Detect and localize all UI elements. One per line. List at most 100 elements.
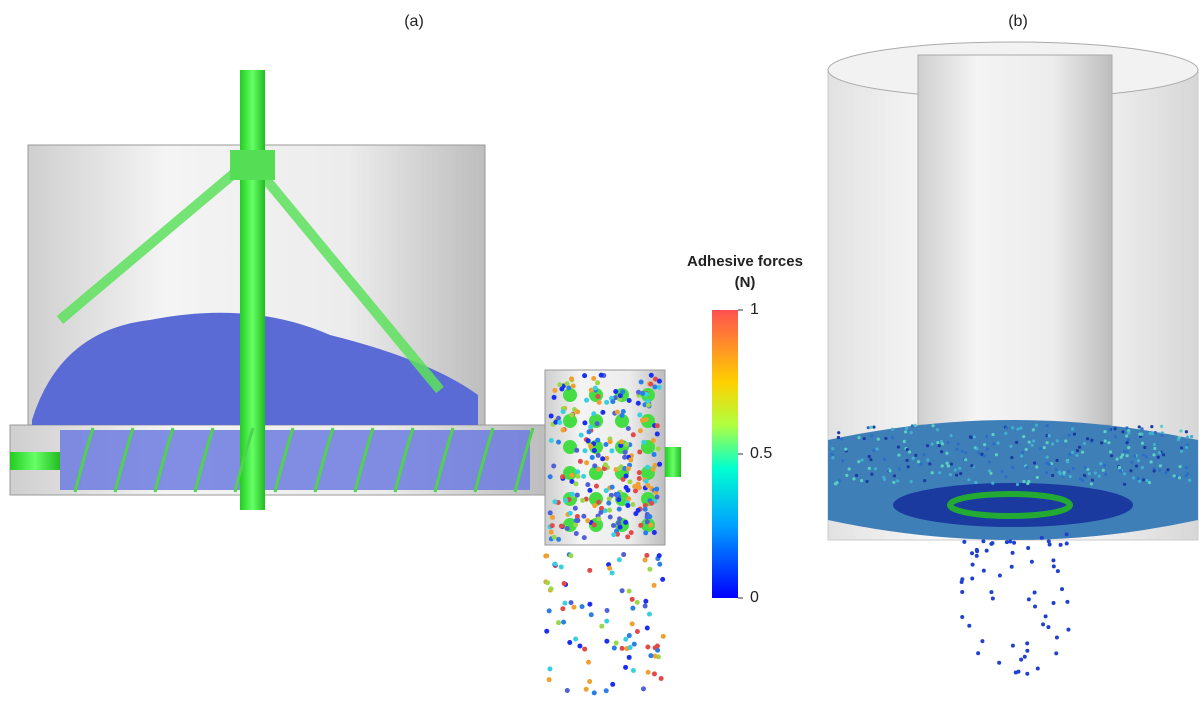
particle xyxy=(1059,472,1062,475)
particle xyxy=(549,413,554,418)
particle xyxy=(643,507,648,512)
particle xyxy=(1067,434,1070,437)
particle xyxy=(581,514,586,519)
particle xyxy=(630,502,635,507)
particle xyxy=(1137,477,1140,480)
particle xyxy=(1010,565,1014,569)
particle xyxy=(593,386,598,391)
particle xyxy=(1076,449,1079,452)
particle xyxy=(1140,427,1143,430)
particle xyxy=(627,479,632,484)
particle xyxy=(1107,441,1110,444)
particle xyxy=(657,462,662,467)
panel-label: (b) xyxy=(1008,13,1028,30)
particle xyxy=(1025,649,1029,653)
particle xyxy=(559,564,564,569)
hole xyxy=(563,388,577,402)
particle xyxy=(592,463,597,468)
particle xyxy=(645,625,650,630)
particle xyxy=(837,436,840,439)
particle xyxy=(606,501,611,506)
particle xyxy=(1141,466,1144,469)
particle xyxy=(860,479,863,482)
particle xyxy=(640,418,645,423)
particle xyxy=(1138,425,1141,428)
particle xyxy=(837,431,840,434)
particle xyxy=(657,553,662,558)
particle xyxy=(603,442,608,447)
particle xyxy=(1072,467,1075,470)
particle xyxy=(619,413,624,418)
particle xyxy=(1125,426,1128,429)
particle xyxy=(603,462,608,467)
particle xyxy=(582,448,587,453)
particle xyxy=(961,450,964,453)
colorbar-tick-label: 0 xyxy=(750,589,759,606)
particle xyxy=(645,465,650,470)
particle xyxy=(648,653,653,658)
particle xyxy=(1019,658,1023,662)
particle xyxy=(613,389,618,394)
particle xyxy=(1091,478,1094,481)
particle xyxy=(1185,430,1188,433)
particle xyxy=(1056,569,1060,573)
particle xyxy=(620,646,625,651)
particle xyxy=(928,462,931,465)
particle xyxy=(1081,479,1084,482)
particle xyxy=(1046,424,1049,427)
particle xyxy=(1160,425,1163,428)
particle xyxy=(907,465,910,468)
particle xyxy=(573,481,578,486)
particle xyxy=(1121,430,1124,433)
particle xyxy=(647,567,652,572)
particle xyxy=(570,492,575,497)
particle xyxy=(592,503,597,508)
particle xyxy=(587,488,592,493)
particle xyxy=(659,676,664,681)
particle xyxy=(1051,474,1054,477)
particle xyxy=(831,447,834,450)
particle xyxy=(1065,600,1069,604)
particle xyxy=(959,472,962,475)
particle xyxy=(970,577,974,581)
particle xyxy=(1081,451,1084,454)
particle xyxy=(544,553,549,558)
particle xyxy=(1056,439,1059,442)
particle xyxy=(1060,587,1064,591)
particle xyxy=(1069,475,1072,478)
particle xyxy=(938,471,941,474)
particle xyxy=(910,480,913,483)
particle xyxy=(552,395,557,400)
particle xyxy=(844,448,847,451)
particle xyxy=(620,588,625,593)
particle xyxy=(599,373,604,378)
particle xyxy=(616,521,621,526)
hole xyxy=(589,466,603,480)
particle xyxy=(986,448,989,451)
particle xyxy=(594,484,599,489)
particle xyxy=(1066,628,1070,632)
particle xyxy=(1065,541,1069,545)
particle xyxy=(977,451,980,454)
particle xyxy=(591,376,596,381)
particle xyxy=(877,438,880,441)
particle xyxy=(652,452,657,457)
particle xyxy=(559,524,564,529)
particle xyxy=(1158,451,1161,454)
particle xyxy=(627,633,632,638)
particle xyxy=(579,433,584,438)
particle xyxy=(1071,451,1074,454)
particle xyxy=(625,534,630,539)
particle xyxy=(635,629,640,634)
particle xyxy=(891,436,894,439)
particle xyxy=(560,606,565,611)
particle xyxy=(926,458,929,461)
particle xyxy=(569,600,574,605)
particle xyxy=(557,420,562,425)
particle xyxy=(983,454,986,457)
particle xyxy=(1039,447,1042,450)
particle xyxy=(1104,439,1107,442)
particle xyxy=(580,604,585,609)
particle xyxy=(1011,466,1014,469)
particle xyxy=(838,479,841,482)
